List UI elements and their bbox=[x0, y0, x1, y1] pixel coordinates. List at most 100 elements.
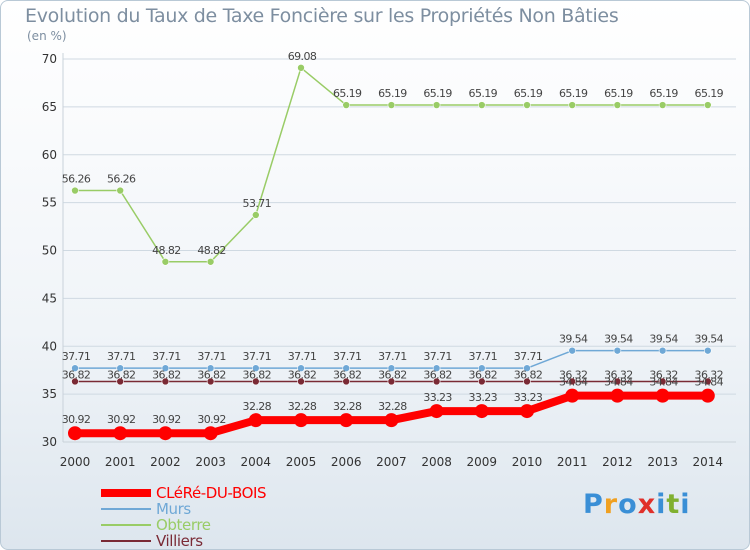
data-label: 48.82 bbox=[197, 244, 226, 257]
chart-title: Evolution du Taux de Taxe Foncière sur l… bbox=[25, 5, 619, 27]
data-point bbox=[474, 404, 489, 419]
data-point bbox=[203, 426, 218, 441]
x-tick-label: 2005 bbox=[286, 455, 317, 469]
y-tick-label: 50 bbox=[42, 244, 57, 258]
data-point bbox=[161, 257, 170, 266]
data-point bbox=[655, 388, 670, 403]
data-label: 37.71 bbox=[243, 350, 272, 363]
data-label: 36.82 bbox=[243, 368, 272, 381]
x-tick-label: 2007 bbox=[376, 455, 407, 469]
data-point bbox=[158, 426, 173, 441]
data-label: 36.82 bbox=[62, 368, 91, 381]
data-point bbox=[523, 377, 531, 386]
data-point bbox=[658, 377, 667, 386]
data-label: 37.71 bbox=[514, 350, 543, 363]
data-label: 30.92 bbox=[152, 413, 181, 426]
data-point bbox=[161, 364, 170, 372]
data-point bbox=[613, 101, 622, 109]
data-point bbox=[384, 413, 399, 428]
proxiti-logo: Proxiti bbox=[583, 489, 691, 520]
data-point bbox=[429, 404, 444, 419]
data-point bbox=[387, 364, 396, 372]
x-tick-label: 2013 bbox=[647, 455, 678, 469]
data-label: 36.82 bbox=[288, 368, 317, 381]
data-point bbox=[568, 101, 577, 109]
data-label: 34.84 bbox=[559, 376, 588, 389]
data-point bbox=[294, 413, 308, 428]
data-label: 37.71 bbox=[378, 350, 407, 363]
data-label: 30.92 bbox=[107, 413, 136, 426]
y-tick-label: 55 bbox=[42, 196, 57, 210]
data-label: 53.71 bbox=[243, 197, 272, 210]
x-tick-label: 2003 bbox=[195, 455, 226, 469]
data-label: 36.82 bbox=[152, 368, 181, 381]
logo-letter: P bbox=[583, 489, 604, 520]
data-point bbox=[206, 364, 215, 372]
data-label: 65.19 bbox=[695, 87, 724, 100]
data-label: 37.71 bbox=[423, 350, 452, 363]
data-label: 65.19 bbox=[378, 87, 407, 100]
data-label: 37.71 bbox=[197, 350, 226, 363]
data-point bbox=[477, 364, 486, 372]
logo-letter: o bbox=[618, 489, 638, 520]
data-label: 69.08 bbox=[288, 50, 317, 63]
data-label: 37.71 bbox=[469, 350, 498, 363]
legend-swatch bbox=[101, 540, 151, 542]
data-label: 36.32 bbox=[604, 368, 633, 381]
data-label: 30.92 bbox=[197, 413, 226, 426]
legend-swatch bbox=[101, 524, 151, 526]
data-point bbox=[339, 413, 354, 428]
x-tick-label: 2001 bbox=[105, 455, 136, 469]
data-point bbox=[297, 64, 305, 72]
y-tick-label: 65 bbox=[42, 100, 57, 114]
data-label: 39.54 bbox=[649, 333, 678, 346]
data-label: 30.92 bbox=[62, 413, 91, 426]
data-point bbox=[523, 364, 531, 372]
data-label: 36.32 bbox=[559, 368, 588, 381]
data-label: 34.84 bbox=[649, 376, 678, 389]
data-label: 36.82 bbox=[107, 368, 136, 381]
data-point bbox=[432, 377, 441, 386]
legend-label: CLéRé-DU-BOIS bbox=[156, 484, 267, 502]
data-label: 36.82 bbox=[423, 368, 452, 381]
data-label: 32.28 bbox=[288, 400, 317, 413]
data-point bbox=[116, 186, 124, 195]
legend-swatch bbox=[101, 508, 151, 510]
data-point bbox=[568, 346, 577, 355]
data-label: 56.26 bbox=[107, 173, 136, 186]
data-point bbox=[658, 346, 667, 355]
x-tick-label: 2012 bbox=[602, 455, 633, 469]
data-label: 65.19 bbox=[649, 87, 678, 100]
data-label: 65.19 bbox=[514, 87, 543, 100]
x-tick-label: 2010 bbox=[512, 455, 543, 469]
data-point bbox=[248, 413, 263, 428]
data-label: 37.71 bbox=[288, 350, 317, 363]
data-point bbox=[161, 377, 170, 386]
data-point bbox=[565, 388, 580, 403]
y-tick-label: 40 bbox=[42, 339, 57, 353]
data-label: 36.32 bbox=[649, 368, 678, 381]
data-point bbox=[71, 364, 79, 372]
data-point bbox=[252, 211, 260, 219]
data-point bbox=[113, 426, 128, 441]
x-tick-label: 2004 bbox=[241, 455, 272, 469]
logo-letter: i bbox=[656, 489, 667, 520]
data-label: 33.23 bbox=[423, 391, 452, 404]
y-tick-label: 30 bbox=[42, 435, 57, 449]
data-label: 37.71 bbox=[62, 350, 91, 363]
data-point bbox=[71, 377, 79, 386]
data-point bbox=[610, 388, 625, 403]
legend-swatch bbox=[101, 489, 151, 497]
data-point bbox=[116, 377, 124, 386]
data-label: 36.82 bbox=[333, 368, 362, 381]
data-point bbox=[703, 101, 712, 109]
data-label: 56.26 bbox=[62, 173, 91, 186]
data-point bbox=[252, 364, 260, 372]
data-label: 65.19 bbox=[604, 87, 633, 100]
data-label: 36.82 bbox=[378, 368, 407, 381]
data-point bbox=[387, 377, 396, 386]
data-label: 32.28 bbox=[378, 400, 407, 413]
x-tick-label: 2009 bbox=[467, 455, 498, 469]
data-point bbox=[658, 101, 667, 109]
